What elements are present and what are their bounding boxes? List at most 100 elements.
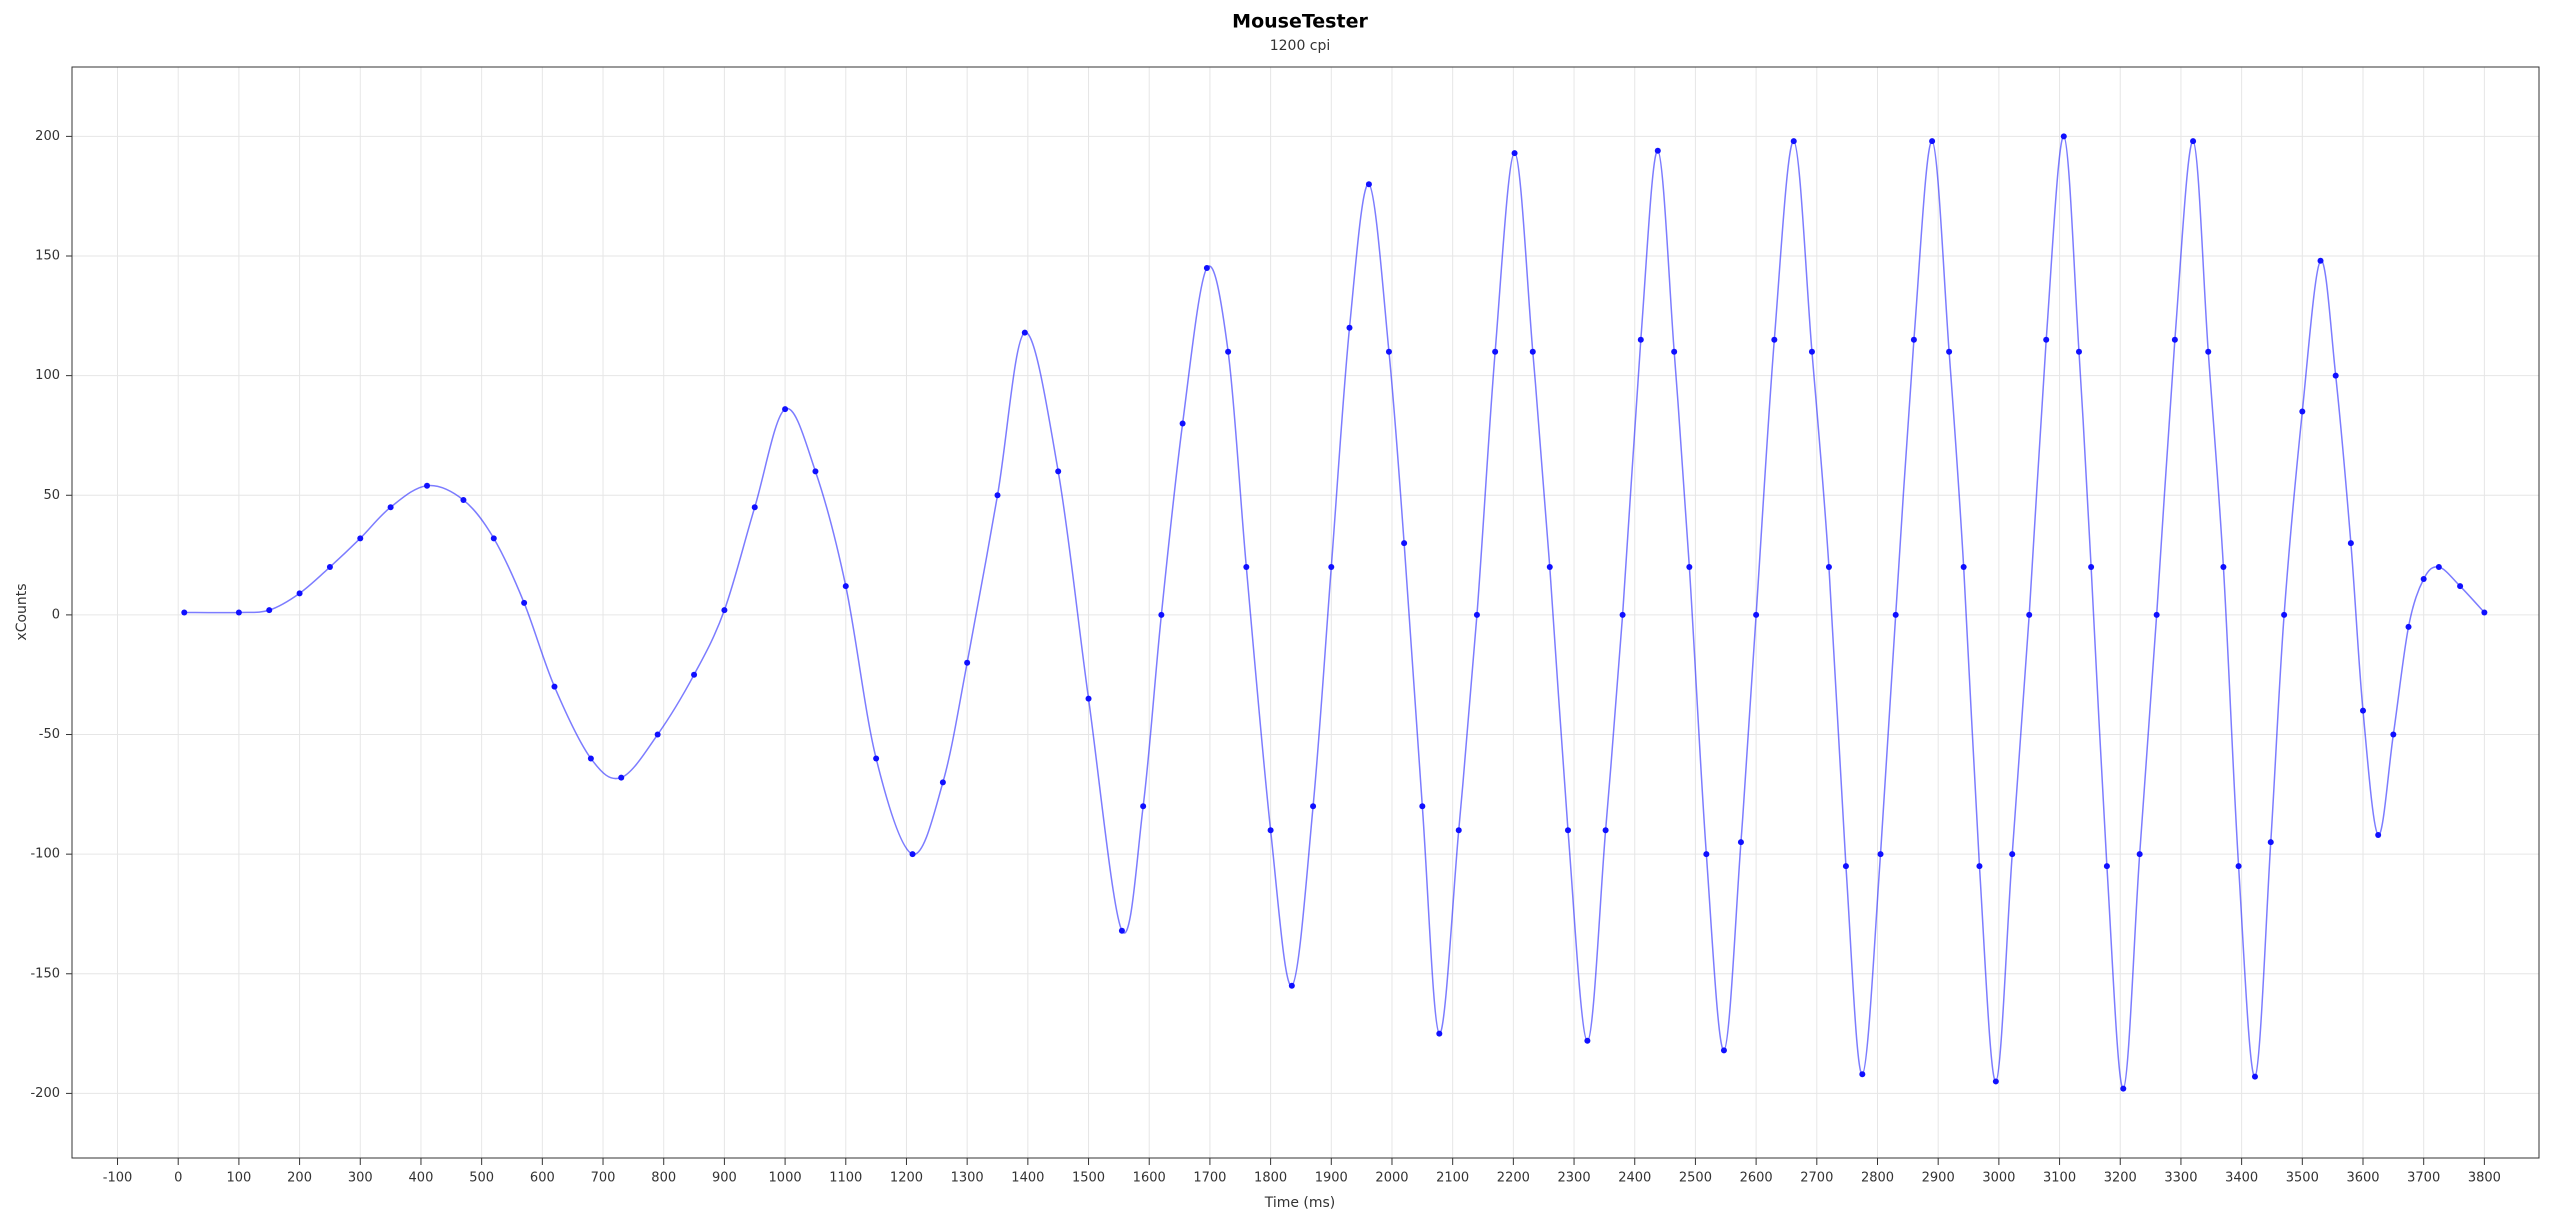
- data-point: [2103, 863, 2110, 870]
- data-point: [2220, 564, 2227, 571]
- x-tick-label: 2800: [1861, 1171, 1894, 1186]
- x-tick-label: 1700: [1193, 1171, 1226, 1186]
- data-point: [1401, 540, 1408, 547]
- plot-frame: [71, 66, 2540, 1159]
- series-line: [184, 135, 2485, 1090]
- y-tick-label: -100: [30, 847, 60, 862]
- data-point: [424, 482, 431, 489]
- data-point: [460, 497, 467, 504]
- x-tick-label: 2200: [1497, 1171, 1530, 1186]
- x-tick-label: -100: [103, 1171, 133, 1186]
- data-point: [2360, 707, 2367, 714]
- data-point: [1140, 803, 1147, 810]
- x-tick-label: 3100: [2043, 1171, 2076, 1186]
- data-point: [812, 468, 819, 475]
- data-point: [1737, 839, 1744, 846]
- data-point: [2405, 623, 2412, 630]
- y-tick-label: 50: [43, 488, 60, 503]
- data-point: [2190, 138, 2197, 145]
- x-tick-label: 100: [226, 1171, 251, 1186]
- data-point: [1703, 851, 1710, 858]
- x-tick-label: 3800: [2468, 1171, 2501, 1186]
- data-point: [2075, 348, 2082, 355]
- x-tick-label: 3500: [2286, 1171, 2319, 1186]
- x-tick-label: 1000: [769, 1171, 802, 1186]
- x-tick-label: 1800: [1254, 1171, 1287, 1186]
- x-tick-label: 1600: [1133, 1171, 1166, 1186]
- data-point: [1179, 420, 1186, 427]
- data-point: [1492, 348, 1499, 355]
- data-point: [1877, 851, 1884, 858]
- x-tick-label: 2300: [1558, 1171, 1591, 1186]
- x-tick-label: 3200: [2104, 1171, 2137, 1186]
- data-point: [2205, 348, 2212, 355]
- x-tick-label: 2500: [1679, 1171, 1712, 1186]
- y-tick-label: 150: [35, 249, 60, 264]
- x-tick-label: 3300: [2164, 1171, 2197, 1186]
- data-point: [1619, 611, 1626, 618]
- data-point: [1842, 863, 1849, 870]
- data-point: [551, 683, 558, 690]
- y-tick-label: -150: [30, 966, 60, 981]
- x-tick-label: 3400: [2225, 1171, 2258, 1186]
- data-point: [721, 607, 728, 614]
- y-tick-label: 100: [35, 368, 60, 383]
- data-point: [1753, 611, 1760, 618]
- data-point: [1436, 1030, 1443, 1037]
- x-tick-label: 2400: [1618, 1171, 1651, 1186]
- data-point: [1976, 863, 1983, 870]
- data-point: [1310, 803, 1317, 810]
- data-point: [357, 535, 364, 542]
- data-point: [1859, 1071, 1866, 1078]
- x-tick-label: 3000: [1982, 1171, 2015, 1186]
- data-point: [2481, 609, 2488, 616]
- y-tick-label: 200: [35, 129, 60, 144]
- data-point: [2120, 1085, 2127, 1092]
- data-point: [2136, 851, 2143, 858]
- data-point: [964, 659, 971, 666]
- grid: [72, 67, 2539, 1158]
- data-point: [1365, 181, 1372, 188]
- data-point: [521, 599, 528, 606]
- data-point: [266, 607, 273, 614]
- x-tick-label: 1300: [951, 1171, 984, 1186]
- data-point: [2235, 863, 2242, 870]
- data-point: [1686, 564, 1693, 571]
- data-point: [691, 671, 698, 678]
- data-point: [1790, 138, 1797, 145]
- data-point: [1808, 348, 1815, 355]
- data-point: [1328, 564, 1335, 571]
- x-tick-label: 700: [591, 1171, 616, 1186]
- chart-title: MouseTester: [1232, 11, 1368, 33]
- data-point: [235, 609, 242, 616]
- data-point: [1946, 348, 1953, 355]
- x-tick-label: 600: [530, 1171, 555, 1186]
- data-point: [2435, 564, 2442, 571]
- data-point: [1203, 264, 1210, 271]
- data-point: [842, 583, 849, 590]
- x-tick-label: 2000: [1375, 1171, 1408, 1186]
- data-point: [1546, 564, 1553, 571]
- x-tick-label: 1900: [1315, 1171, 1348, 1186]
- x-tick-label: 500: [469, 1171, 494, 1186]
- data-point: [1910, 336, 1917, 343]
- x-tick-label: 1100: [829, 1171, 862, 1186]
- data-point: [751, 504, 758, 511]
- y-tick-label: -50: [39, 727, 60, 742]
- data-point: [1602, 827, 1609, 834]
- data-point: [1825, 564, 1832, 571]
- x-tick-label: 1500: [1072, 1171, 1105, 1186]
- data-point: [2332, 372, 2339, 379]
- data-point: [2281, 611, 2288, 618]
- data-point: [1419, 803, 1426, 810]
- data-point: [326, 564, 333, 571]
- y-tick-label: 0: [52, 607, 60, 622]
- data-point: [2009, 851, 2016, 858]
- data-point: [2267, 839, 2274, 846]
- data-point: [2347, 540, 2354, 547]
- y-axis-label: xCounts: [14, 583, 30, 640]
- data-point: [994, 492, 1001, 499]
- data-point: [1584, 1037, 1591, 1044]
- data-point: [2390, 731, 2397, 738]
